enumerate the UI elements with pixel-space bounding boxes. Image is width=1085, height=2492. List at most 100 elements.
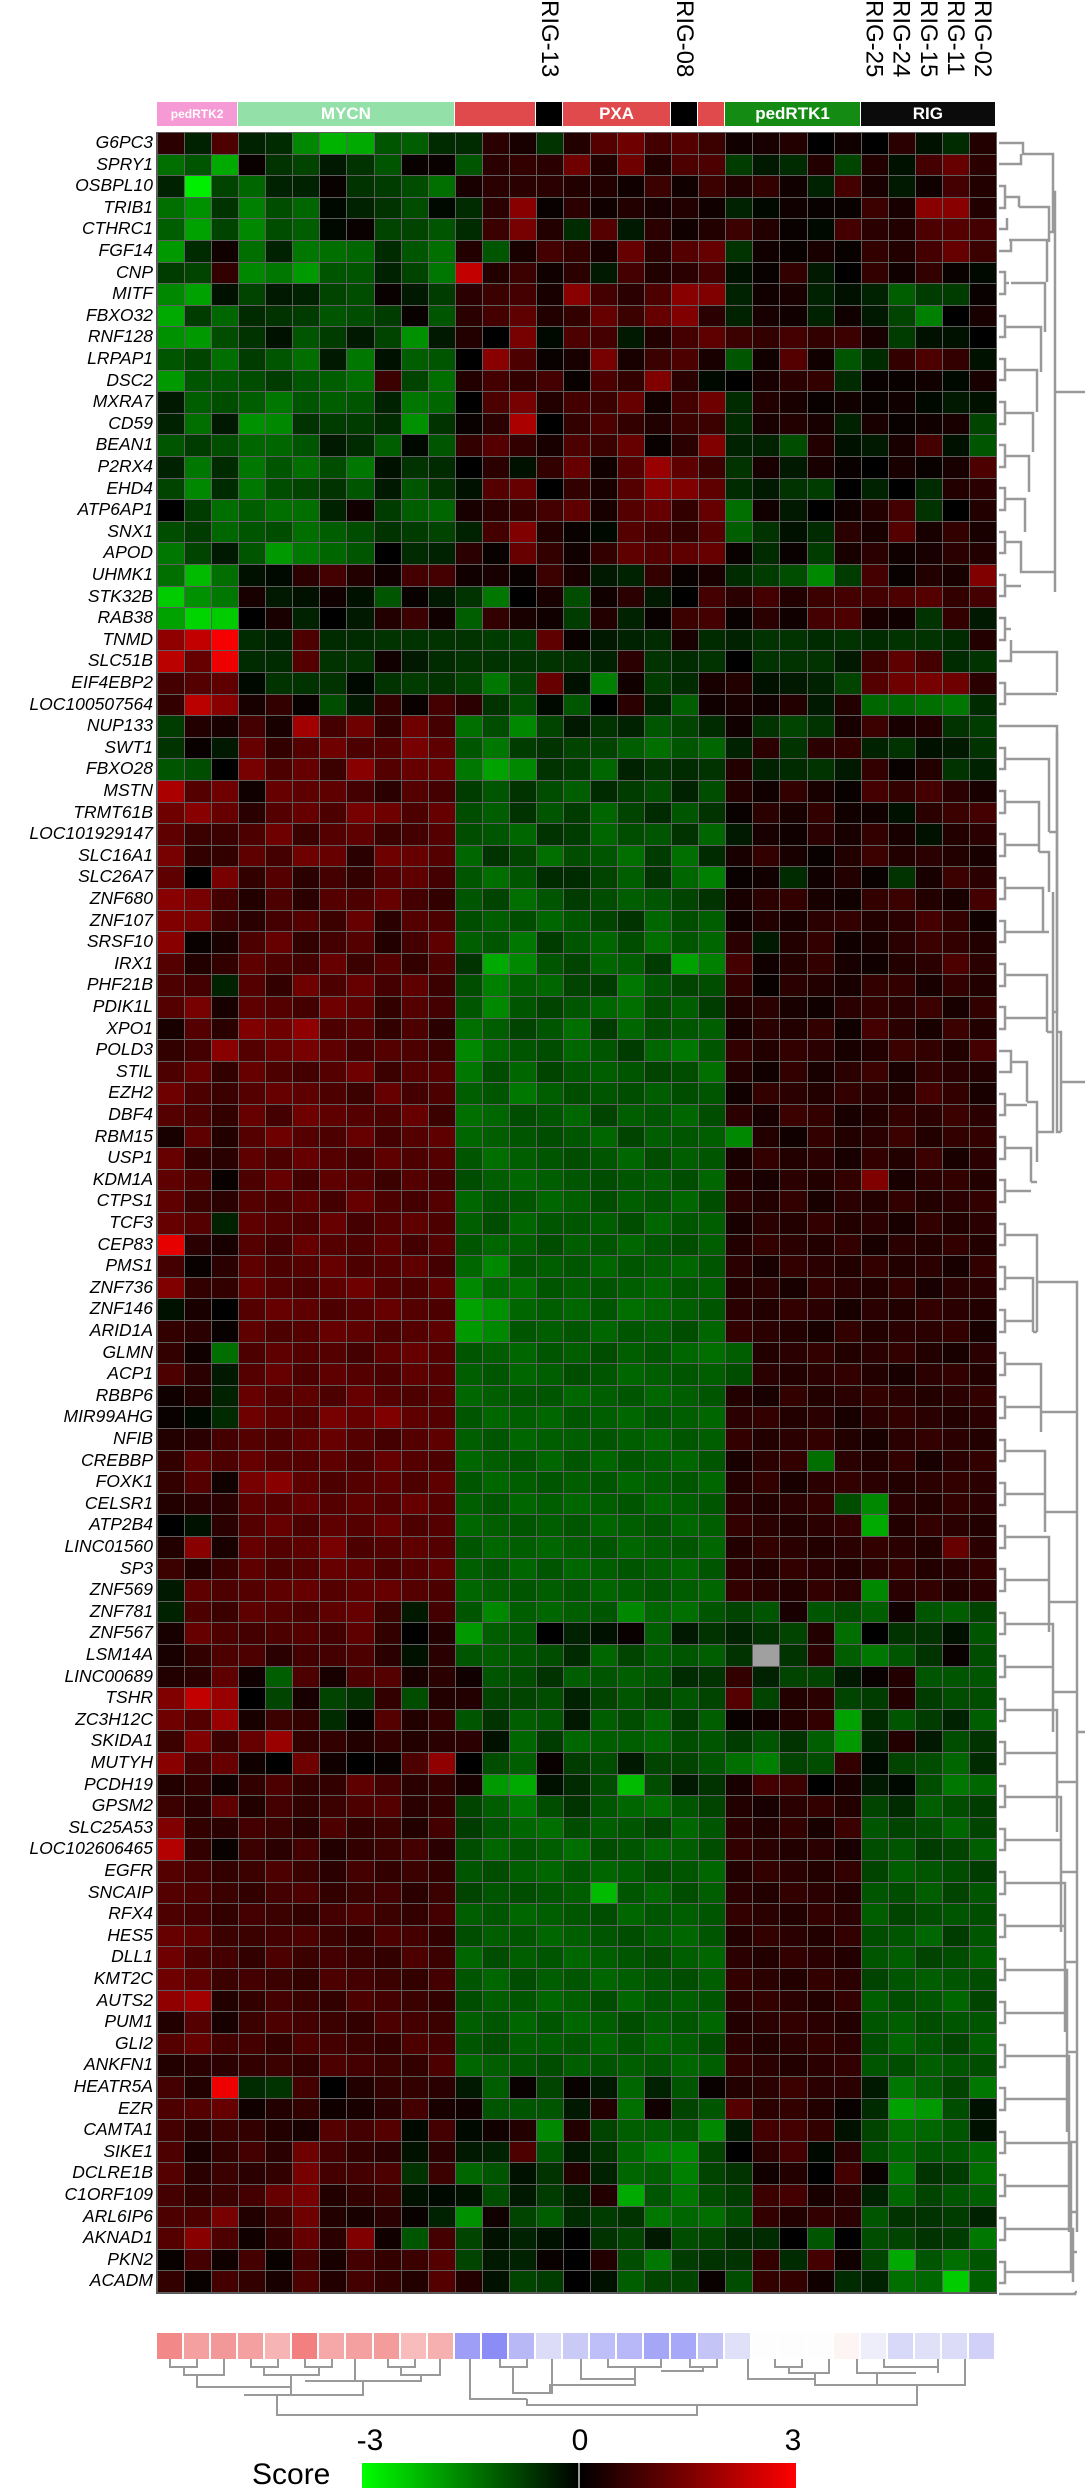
heatmap-cell (427, 1795, 456, 1818)
heatmap-cell (779, 1363, 808, 1386)
heatmap-cell (590, 1816, 619, 1840)
heatmap-cell (860, 2011, 889, 2034)
row-label: SRSF10 (86, 931, 153, 952)
heatmap-cell (346, 2140, 375, 2164)
heatmap-cell (644, 844, 673, 868)
heatmap-cell (454, 520, 483, 544)
heatmap-cell (914, 2205, 943, 2229)
row-label: PUM1 (104, 2011, 153, 2032)
heatmap-cell (184, 650, 213, 673)
heatmap-row (156, 1298, 997, 1321)
heatmap-cell (833, 304, 862, 328)
heatmap-cell (535, 780, 564, 803)
column-label: RIG-24 (887, 0, 915, 78)
heatmap-cell (265, 650, 294, 673)
heatmap-cell (887, 1168, 916, 1192)
heatmap-cell (211, 736, 240, 760)
heatmap-cell (481, 175, 510, 198)
heatmap-cell (590, 1212, 619, 1235)
heatmap-cell (725, 283, 754, 306)
heatmap-cell (590, 2119, 619, 2142)
heatmap-cell (481, 1989, 510, 2013)
heatmap-cell (265, 1903, 294, 1926)
heatmap-cell (806, 2054, 835, 2077)
heatmap-cell (806, 2097, 835, 2121)
row-label: ZNF736 (89, 1276, 153, 1297)
heatmap-cell (508, 391, 537, 414)
heatmap-cell (590, 2205, 619, 2229)
heatmap-cell (671, 650, 700, 673)
heatmap-cell (671, 542, 700, 565)
heatmap-cell (292, 1147, 321, 1170)
heatmap-cell (319, 1060, 348, 1084)
heatmap-cell (644, 952, 673, 976)
heatmap-row (156, 1039, 997, 1062)
heatmap-cell (211, 2162, 240, 2185)
heatmap-cell (427, 1946, 456, 1969)
heatmap-cell (779, 175, 808, 198)
heatmap-cell (157, 499, 186, 522)
heatmap-cell (508, 1276, 537, 1300)
heatmap-cell (454, 1449, 483, 1473)
heatmap-cell (698, 456, 727, 479)
heatmap-cell (157, 1276, 186, 1300)
heatmap-cell (698, 996, 727, 1019)
heatmap-cell (617, 996, 646, 1019)
heatmap-cell (833, 1536, 862, 1559)
heatmap-cell (833, 909, 862, 933)
row-label: SLC25A53 (68, 1816, 153, 1837)
heatmap-cell (373, 1708, 402, 1732)
heatmap-cell (535, 931, 564, 954)
heatmap-cell (454, 650, 483, 673)
heatmap-cell (454, 1255, 483, 1278)
heatmap-cell (265, 1276, 294, 1300)
heatmap-cell (211, 1881, 240, 1905)
heatmap-cell (265, 326, 294, 349)
heatmap-cell (292, 1320, 321, 1343)
heatmap-cell (373, 1752, 402, 1775)
heatmap-cell (184, 1579, 213, 1602)
heatmap-cell (860, 650, 889, 673)
heatmap-cell (319, 542, 348, 565)
heatmap-cell (346, 2011, 375, 2034)
heatmap-cell (427, 1579, 456, 1602)
heatmap-cell (157, 283, 186, 306)
heatmap-cell (806, 456, 835, 479)
heatmap-cell (157, 607, 186, 630)
heatmap-cell (644, 2032, 673, 2056)
heatmap-cell (292, 477, 321, 501)
heatmap-cell (400, 2140, 429, 2164)
heatmap-cell (671, 1104, 700, 1127)
heatmap-cell (319, 909, 348, 933)
heatmap-cell (238, 2162, 267, 2185)
heatmap-cell (833, 412, 862, 436)
heatmap-cell (292, 2097, 321, 2121)
row-label: FOXK1 (95, 1471, 153, 1492)
heatmap-cell (887, 132, 916, 155)
sample-score-cell (860, 2333, 888, 2359)
heatmap-cell (346, 2205, 375, 2229)
heatmap-cell (941, 1255, 970, 1278)
heatmap-cell (833, 1860, 862, 1883)
heatmap-cell (590, 564, 619, 587)
heatmap-cell (508, 1471, 537, 1494)
heatmap-cell (184, 1125, 213, 1149)
heatmap-cell (941, 2119, 970, 2142)
sample-score-cell (184, 2333, 212, 2359)
heatmap-cell (454, 628, 483, 652)
heatmap-cell (806, 2011, 835, 2034)
heatmap-cell (535, 1773, 564, 1797)
heatmap-cell (725, 1557, 754, 1581)
heatmap-cell (968, 2184, 997, 2207)
heatmap-cell (860, 564, 889, 587)
heatmap-grid (156, 132, 997, 2294)
heatmap-cell (968, 412, 997, 436)
heatmap-cell (698, 1384, 727, 1408)
heatmap-cell (238, 1104, 267, 1127)
heatmap-cell (400, 1341, 429, 1365)
heatmap-cell (725, 240, 754, 263)
heatmap-cell (590, 1384, 619, 1408)
heatmap-cell (887, 196, 916, 220)
heatmap-cell (887, 240, 916, 263)
heatmap-cell (238, 672, 267, 695)
